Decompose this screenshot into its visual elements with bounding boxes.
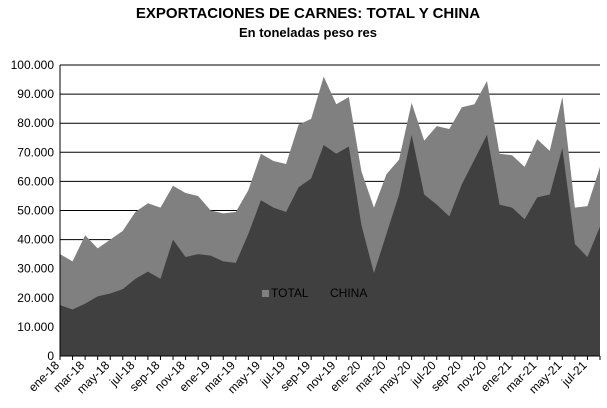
x-axis-ticks: ene-18mar-18may-18jul-18sep-18nov-18ene-… [26,356,601,396]
y-tick-label: 10.000 [17,320,54,334]
y-tick-label: 100.000 [11,58,55,72]
legend-swatch-china [321,290,328,297]
y-tick-label: 20.000 [17,291,54,305]
y-tick-label: 80.000 [17,116,54,130]
legend-label-china: CHINA [330,286,367,300]
legend-label-total: TOTAL [271,286,309,300]
area-series [60,76,600,356]
area-china [60,134,600,356]
x-tick-label: jul-21 [558,358,590,390]
legend: TOTAL CHINA [262,286,367,300]
axes [59,65,600,357]
y-tick-label: 50.000 [17,204,54,218]
y-axis-ticks: 0 10.000 20.000 30.000 40.000 50.000 60.000 70.… [11,58,55,363]
chart-title: EXPORTACIONES DE CARNES: TOTAL Y CHINA [136,5,480,22]
y-tick-label: 40.000 [17,233,54,247]
chart-subtitle: En toneladas peso res [239,25,377,40]
y-tick-label: 60.000 [17,174,54,188]
y-tick-label: 70.000 [17,145,54,159]
y-tick-label: 30.000 [17,262,54,276]
legend-swatch-total [262,290,269,297]
y-tick-label: 0 [47,349,54,363]
y-tick-label: 90.000 [17,87,54,101]
